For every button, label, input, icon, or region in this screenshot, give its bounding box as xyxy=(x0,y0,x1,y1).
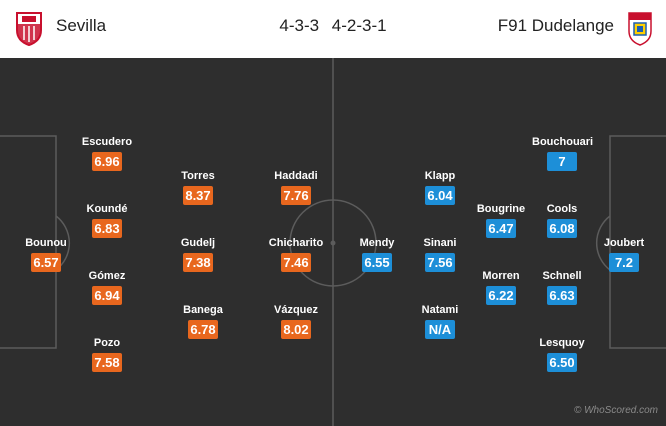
player-name: Natami xyxy=(421,304,459,316)
player-name: Schnell xyxy=(542,270,582,282)
player-name: Banega xyxy=(183,304,223,316)
player-escudero[interactable]: Escudero 6.96 xyxy=(77,136,137,171)
player-name: Chicharito xyxy=(268,237,324,249)
player-bougrine[interactable]: Bougrine 6.47 xyxy=(471,203,531,238)
player-mendy[interactable]: Mendy 6.55 xyxy=(347,237,407,272)
player-gomez[interactable]: Gómez 6.94 xyxy=(77,270,137,305)
player-name: Vázquez xyxy=(273,304,318,316)
player-lesquoy[interactable]: Lesquoy 6.50 xyxy=(532,337,592,372)
player-rating: 7.38 xyxy=(183,253,213,272)
player-name: Bougrine xyxy=(476,203,526,215)
player-rating: 6.63 xyxy=(547,286,577,305)
player-haddadi[interactable]: Haddadi 7.76 xyxy=(266,170,326,205)
player-name: Escudero xyxy=(81,136,133,148)
player-name: Koundé xyxy=(86,203,128,215)
player-joubert[interactable]: Joubert 7.2 xyxy=(594,237,654,272)
player-rating: 7.56 xyxy=(425,253,455,272)
player-name: Morren xyxy=(482,270,520,282)
player-name: Klapp xyxy=(424,170,456,182)
home-formation: 4-3-3 xyxy=(279,16,320,35)
player-name: Pozo xyxy=(93,337,121,349)
player-schnell[interactable]: Schnell 6.63 xyxy=(532,270,592,305)
player-rating: 6.94 xyxy=(92,286,122,305)
player-rating: 6.55 xyxy=(362,253,392,272)
player-gudelj[interactable]: Gudelj 7.38 xyxy=(168,237,228,272)
match-header: Sevilla 4-3-3 4-2-3-1 F91 Dudelange xyxy=(0,0,666,58)
player-natami[interactable]: Natami N/A xyxy=(410,304,470,339)
whoscored-watermark: © WhoScored.com xyxy=(573,405,658,416)
player-bouchouari[interactable]: Bouchouari 7 xyxy=(532,136,594,171)
player-chicharito[interactable]: Chicharito 7.46 xyxy=(266,237,326,272)
player-rating: 7.58 xyxy=(92,353,122,372)
formations: 4-3-3 4-2-3-1 xyxy=(0,16,666,36)
pitch: Escudero 6.96 Koundé 6.83 Bounou 6.57 Gómez… xyxy=(0,58,666,426)
player-banega[interactable]: Banega 6.78 xyxy=(173,304,233,339)
player-morren[interactable]: Morren 6.22 xyxy=(471,270,531,305)
player-torres[interactable]: Torres 8.37 xyxy=(168,170,228,205)
player-name: Mendy xyxy=(359,237,395,249)
player-rating: 8.02 xyxy=(281,320,311,339)
player-name: Lesquoy xyxy=(539,337,585,349)
player-cools[interactable]: Cools 6.08 xyxy=(532,203,592,238)
player-rating: 6.08 xyxy=(547,219,577,238)
player-name: Torres xyxy=(181,170,215,182)
player-rating: 6.57 xyxy=(31,253,61,272)
player-name: Gómez xyxy=(88,270,126,282)
player-rating: 7.46 xyxy=(281,253,311,272)
player-name: Cools xyxy=(546,203,578,215)
player-name: Sinani xyxy=(423,237,457,249)
player-bounou[interactable]: Bounou 6.57 xyxy=(16,237,76,272)
player-pozo[interactable]: Pozo 7.58 xyxy=(77,337,137,372)
player-rating: 6.78 xyxy=(188,320,218,339)
player-rating: 8.37 xyxy=(183,186,213,205)
player-vazquez[interactable]: Vázquez 8.02 xyxy=(266,304,326,339)
player-rating: 6.22 xyxy=(486,286,516,305)
sevilla-crest-icon xyxy=(16,12,42,46)
player-rating: 6.50 xyxy=(547,353,577,372)
player-kounde[interactable]: Koundé 6.83 xyxy=(77,203,137,238)
player-rating: 7 xyxy=(547,152,577,171)
away-team-name[interactable]: F91 Dudelange xyxy=(497,16,614,35)
player-rating: 6.96 xyxy=(92,152,122,171)
player-klapp[interactable]: Klapp 6.04 xyxy=(410,170,470,205)
player-rating: 7.76 xyxy=(281,186,311,205)
player-name: Bouchouari xyxy=(532,136,594,148)
away-formation: 4-2-3-1 xyxy=(331,16,387,35)
player-rating: 7.2 xyxy=(609,253,639,272)
pitch-markings xyxy=(0,58,666,426)
player-name: Haddadi xyxy=(274,170,318,182)
player-sinani[interactable]: Sinani 7.56 xyxy=(410,237,470,272)
player-rating: N/A xyxy=(425,320,455,339)
player-name: Joubert xyxy=(603,237,645,249)
home-team-name[interactable]: Sevilla xyxy=(56,16,107,35)
dudelange-crest-icon xyxy=(628,12,652,46)
player-name: Bounou xyxy=(25,237,67,249)
player-rating: 6.83 xyxy=(92,219,122,238)
player-rating: 6.47 xyxy=(486,219,516,238)
player-name: Gudelj xyxy=(180,237,216,249)
player-rating: 6.04 xyxy=(425,186,455,205)
